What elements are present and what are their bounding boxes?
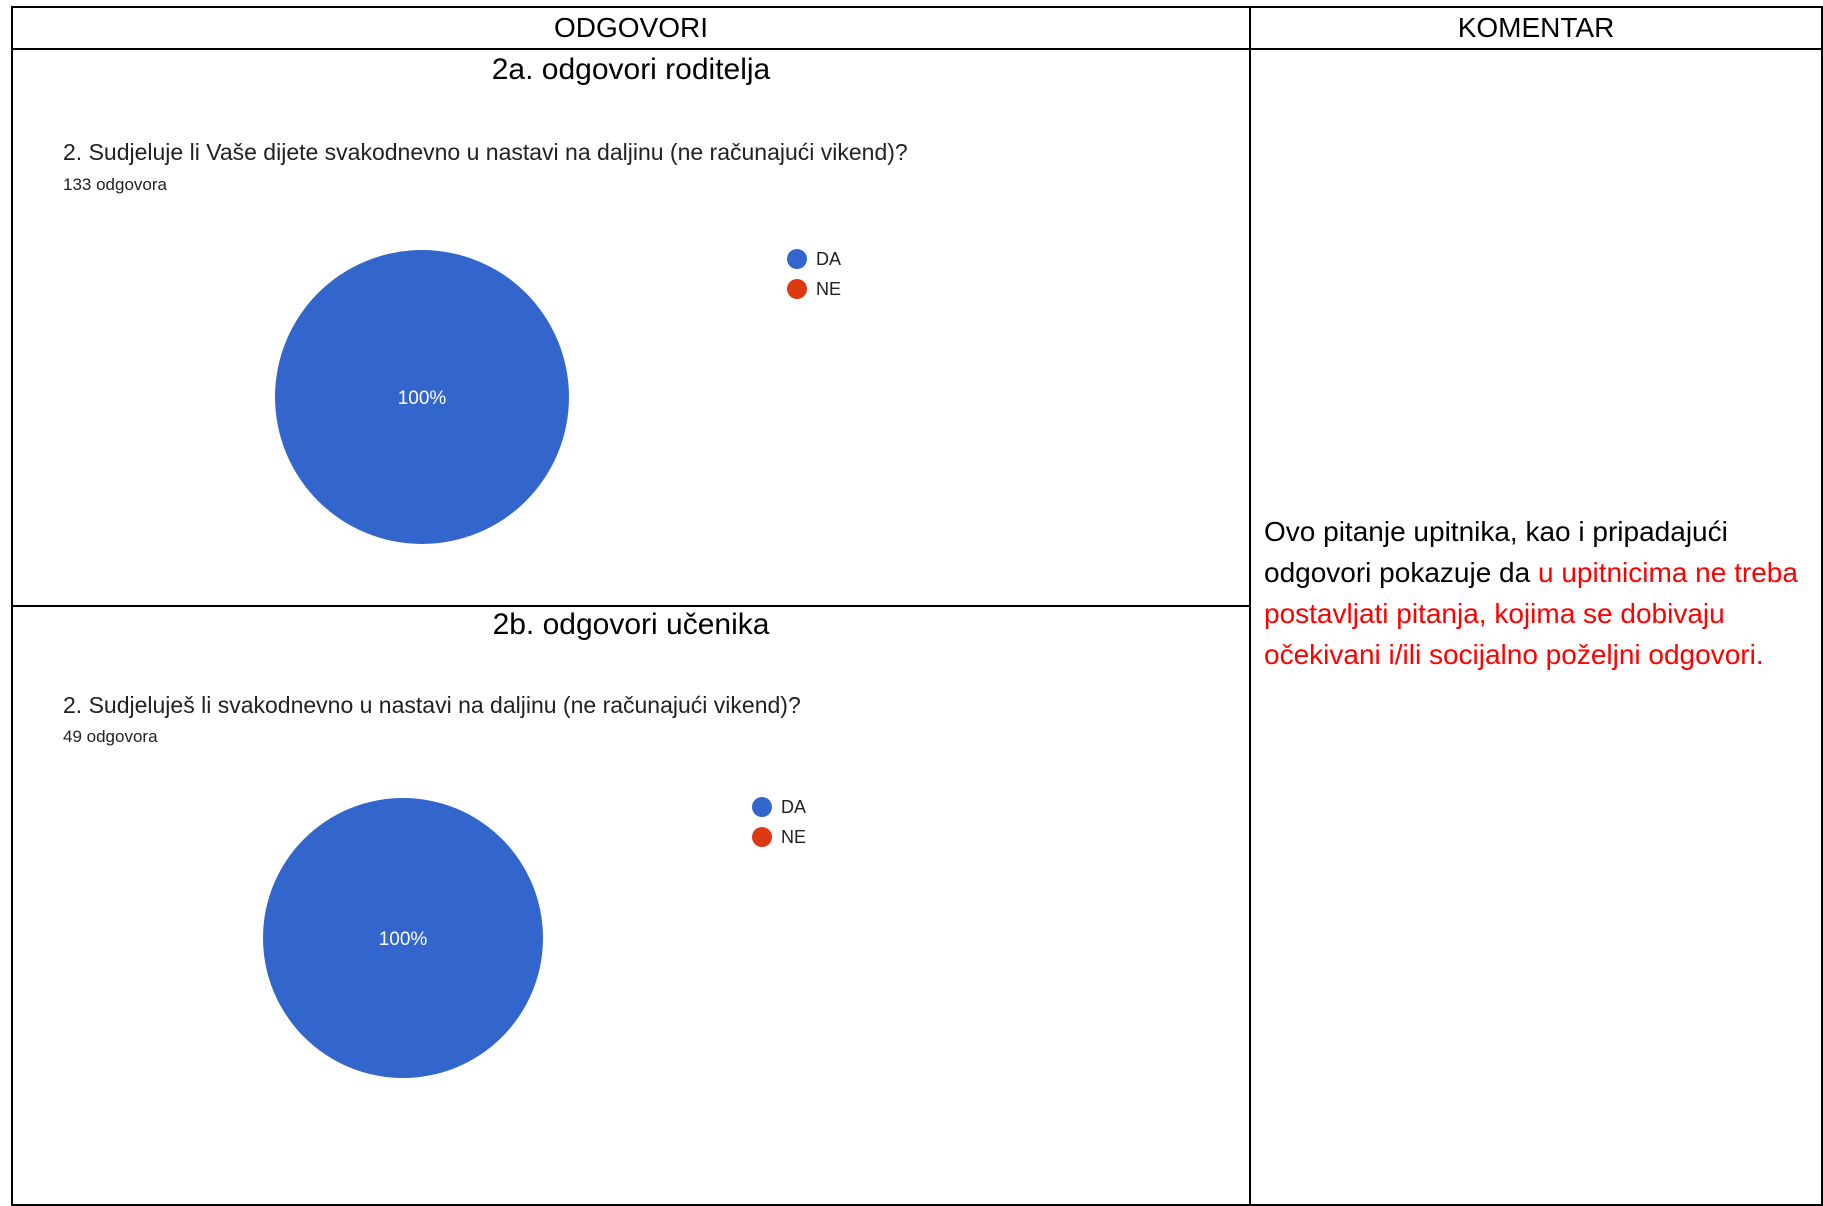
answers-column-header: ODGOVORI	[553, 12, 708, 43]
comment-column-header: KOMENTAR	[1457, 12, 1615, 43]
legend-label-ne: NE	[816, 278, 842, 299]
legend-students: DA NE	[752, 792, 806, 852]
legend-item-ne: NE	[787, 274, 841, 304]
pie-slice-da	[263, 798, 543, 1078]
section-title-students: 2b. odgovori učenika	[492, 608, 770, 641]
legend-label-da: DA	[816, 248, 842, 269]
legend-parents: DA NE	[787, 244, 841, 304]
pie-slice-da	[275, 250, 569, 544]
legend-swatch-da	[752, 797, 772, 817]
legend-swatch-ne	[752, 827, 772, 847]
legend-item-da: DA	[787, 244, 841, 274]
legend-swatch-ne	[787, 279, 807, 299]
pie-chart-students: 100%	[263, 798, 543, 1078]
comment-plain-text: Ovo pitanje upitnika, kao i pripadajući …	[1264, 516, 1728, 588]
section-title-parents: 2a. odgovori roditelja	[491, 53, 771, 86]
question-text-students: 2. Sudjeluješ li svakodnevno u nastavi n…	[63, 692, 801, 718]
legend-item-ne: NE	[752, 822, 806, 852]
pie-slice-label: 100%	[379, 929, 428, 950]
comment-highlight-text: u upitnicima ne treba postavljati pitanj…	[1264, 557, 1798, 670]
pie-chart-parents: 100%	[275, 250, 569, 544]
response-count-students: 49 odgovora	[63, 727, 158, 746]
legend-item-da: DA	[752, 792, 806, 822]
question-text-parents: 2. Sudjeluje li Vaše dijete svakodnevno …	[63, 139, 908, 165]
section-divider	[11, 605, 1251, 607]
legend-label-da: DA	[781, 796, 807, 817]
response-count-parents: 133 odgovora	[63, 175, 167, 194]
comment-text: Ovo pitanje upitnika, kao i pripadajući …	[1264, 511, 1814, 675]
header-divider	[11, 48, 1823, 50]
legend-swatch-da	[787, 249, 807, 269]
pie-slice-label: 100%	[398, 388, 447, 409]
legend-label-ne: NE	[781, 826, 807, 847]
